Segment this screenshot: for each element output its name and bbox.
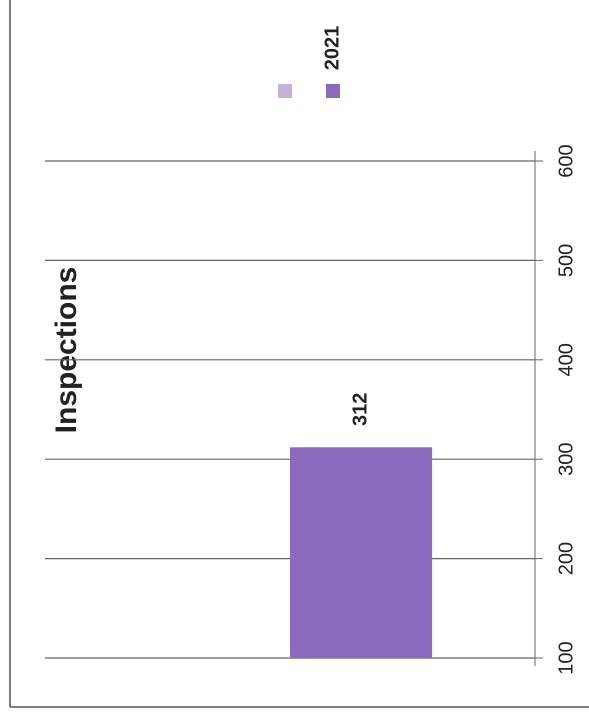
value-label: 312: [349, 393, 371, 426]
legend-swatch: [278, 84, 292, 98]
y-tick-label: 100: [555, 641, 577, 674]
bar: [290, 447, 433, 658]
chart-title: Inspections: [50, 267, 83, 434]
legend-swatch: [326, 84, 340, 98]
y-tick-label: 300: [555, 443, 577, 476]
y-tick-label: 600: [555, 144, 577, 177]
legend-label: 2021: [321, 26, 343, 71]
y-tick-label: 400: [555, 343, 577, 376]
y-tick-label: 200: [555, 542, 577, 575]
y-tick-label: 500: [555, 244, 577, 277]
